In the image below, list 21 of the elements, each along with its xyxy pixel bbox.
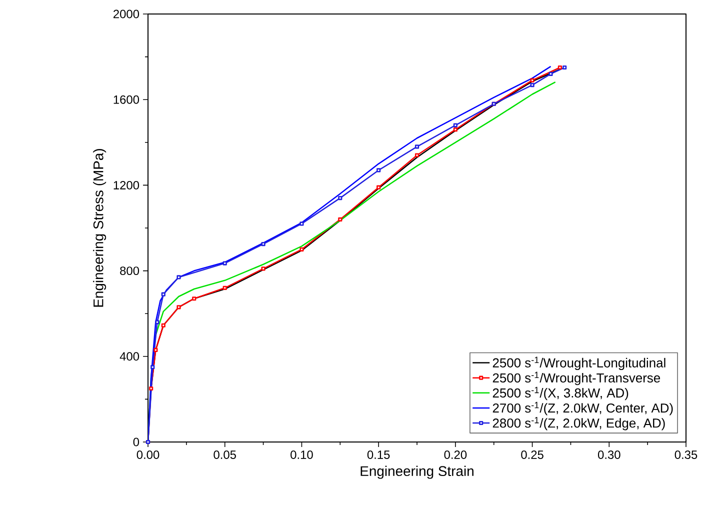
y-tick-label: 400 [120, 352, 140, 361]
y-tick-label: 800 [120, 266, 140, 276]
legend-label: 2500 s$^{-1}$/(X, 3.8kW, AD) [492, 386, 628, 400]
legend-label: 2500 s$^{-1}$/Wrought-Transverse [492, 372, 660, 386]
x-axis-title: Engineering Strain [360, 466, 474, 479]
y-tick-label: 0 [133, 438, 140, 446]
x-tick-label: 0.25 [521, 450, 544, 459]
y-tick-label: 2000 [114, 10, 140, 18]
legend-label: 2500 s$^{-1}$/Wrought-Longitudinal [492, 356, 666, 370]
x-tick-label: 0.10 [290, 450, 313, 459]
x-tick-label: 0.15 [367, 450, 390, 459]
y-axis-title: Engineering Stress (MPa) [93, 149, 106, 307]
x-tick-label: 0.30 [598, 450, 620, 459]
x-tick-label: 0.35 [674, 450, 698, 459]
legend-label: 2700 s$^{-1}$/(Z, 2.0kW, Center, AD) [492, 402, 673, 416]
x-tick-label: 0.00 [136, 450, 160, 459]
x-tick-label: 0.05 [214, 450, 236, 459]
y-tick-label: 1200 [114, 180, 140, 190]
legend-label: 2800 s$^{-1}$/(Z, 2.0kW, Edge, AD) [492, 416, 665, 430]
x-tick-label: 0.20 [444, 450, 467, 459]
y-tick-label: 1600 [114, 95, 140, 104]
